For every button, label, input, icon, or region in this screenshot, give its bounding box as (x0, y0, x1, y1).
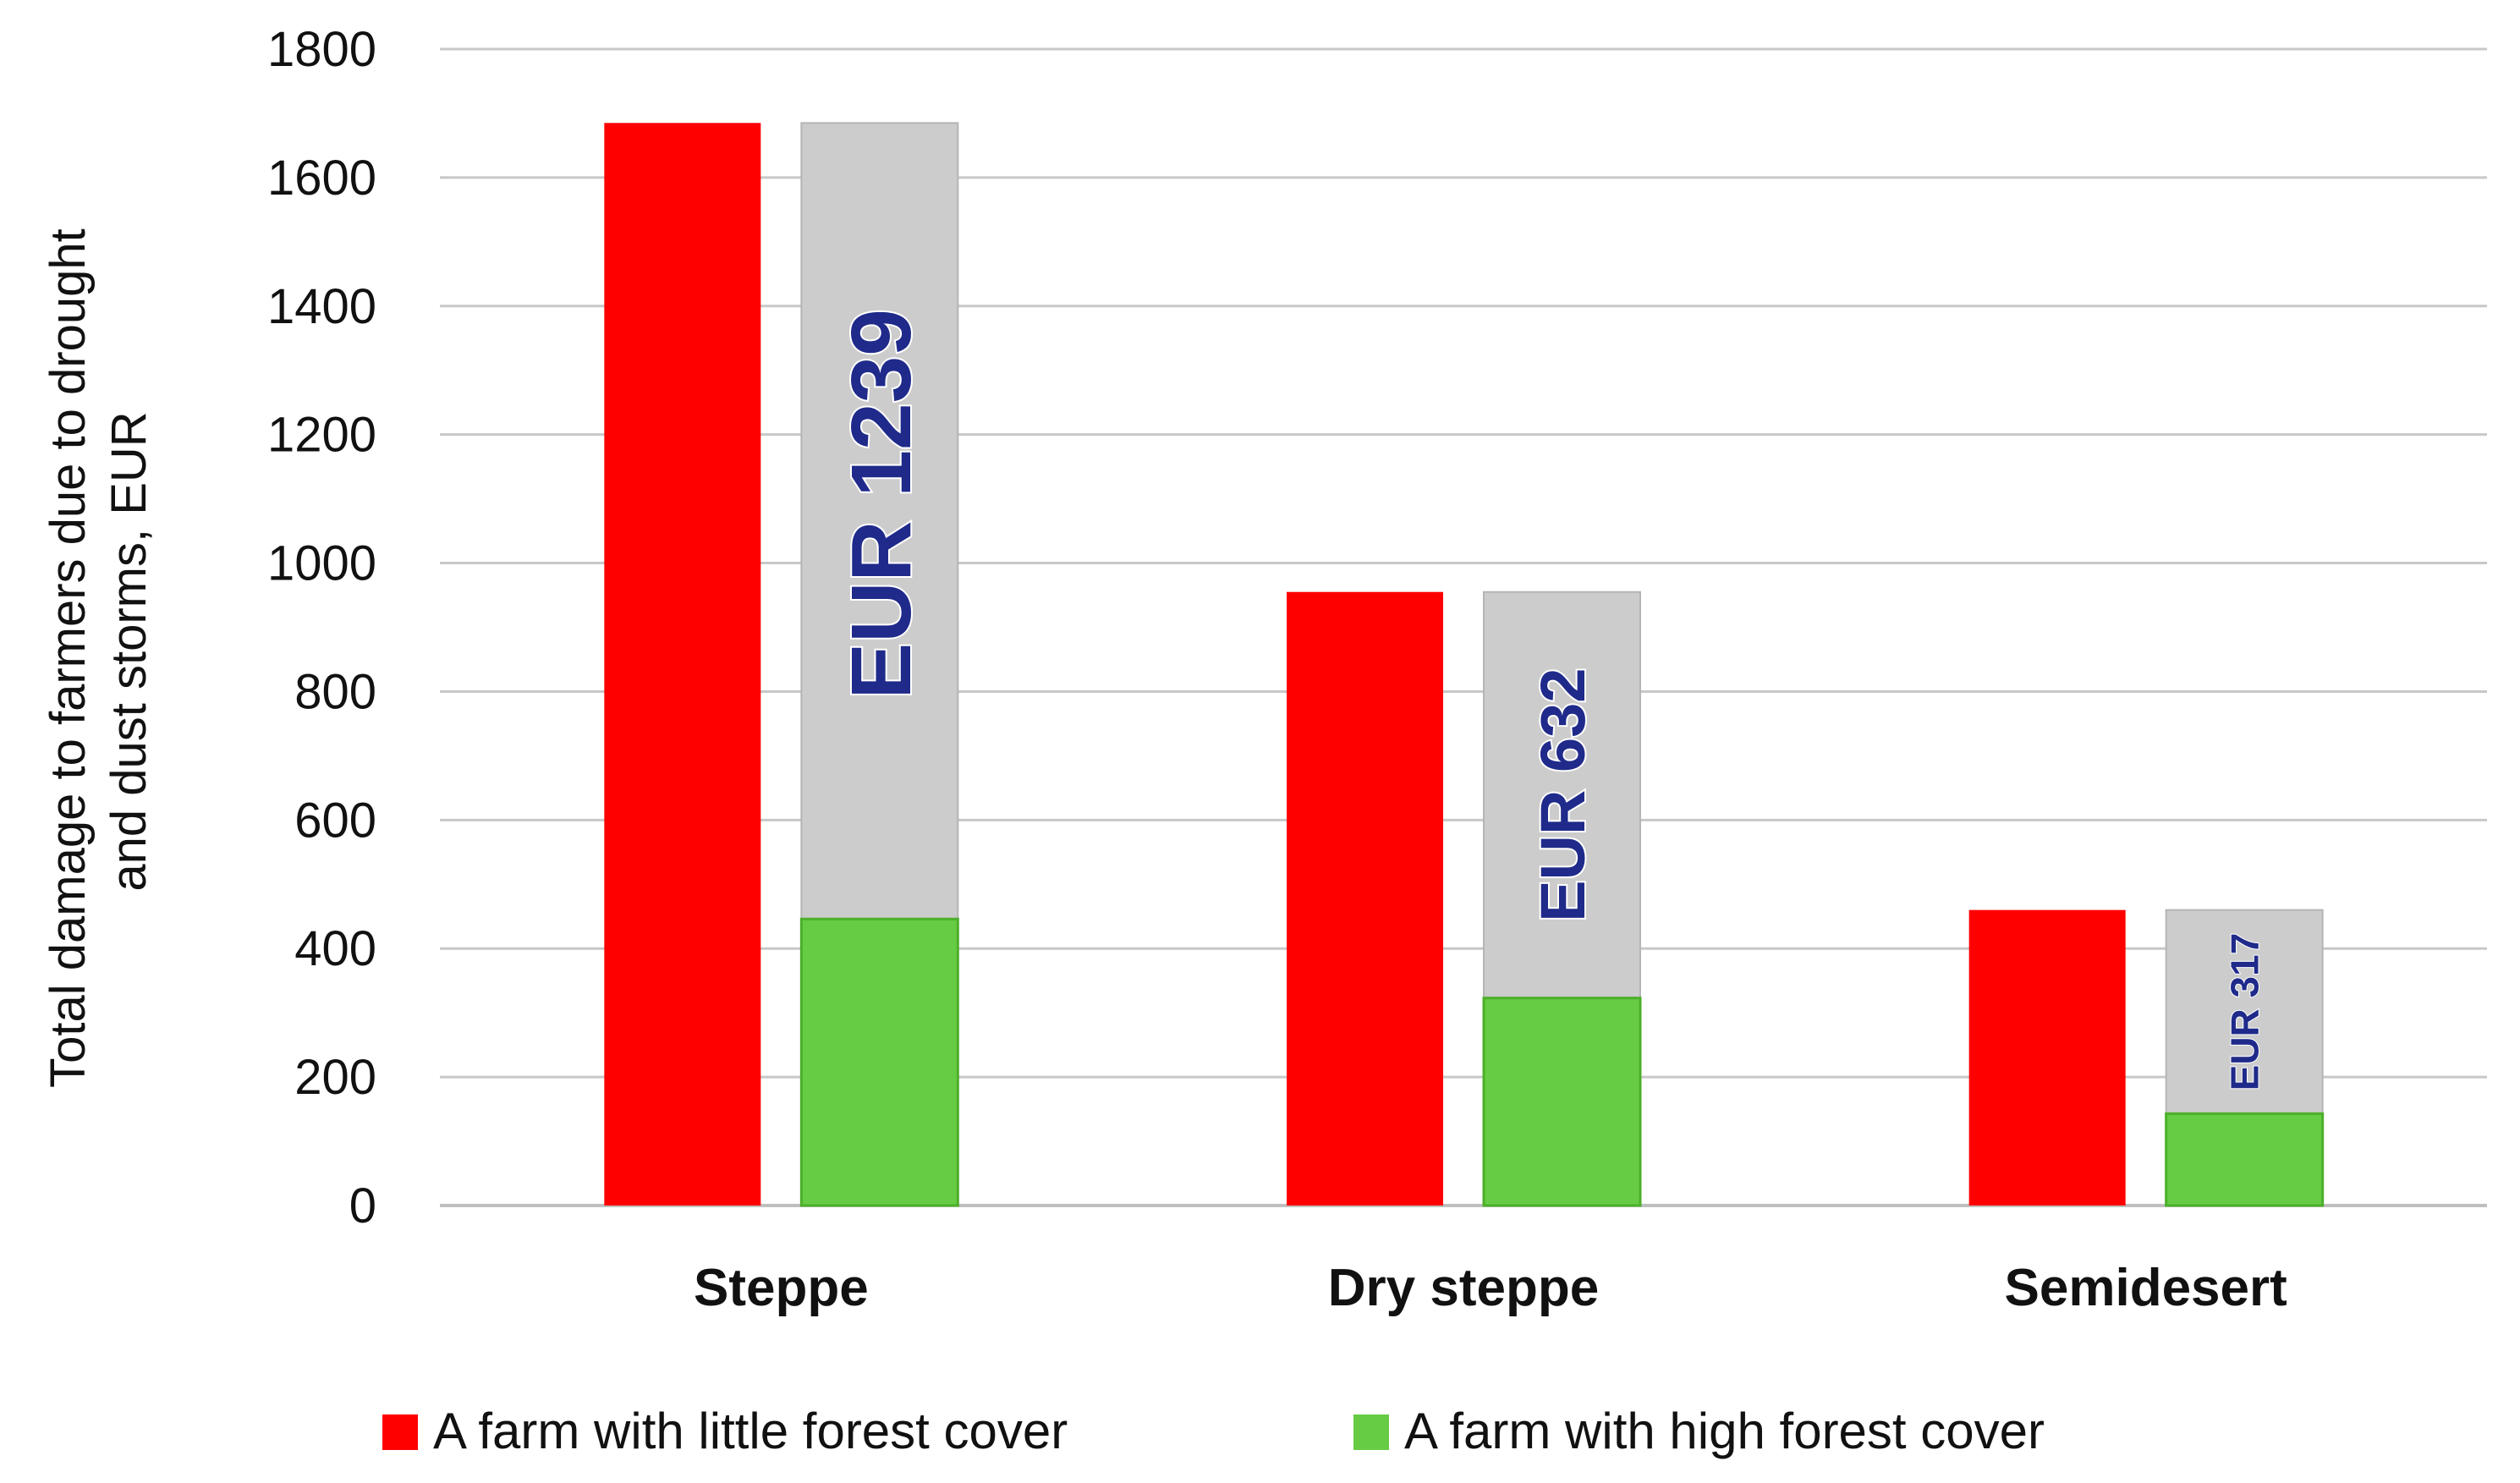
legend-swatch (1353, 1414, 1389, 1450)
y-tick-label: 1800 (267, 22, 376, 77)
y-tick-label: 1000 (267, 536, 376, 591)
y-tick-label: 0 (349, 1178, 376, 1233)
x-category-label: Semidesert (2005, 1259, 2287, 1317)
x-axis-categories: Steppe Dry steppe Semidesert (694, 1259, 2287, 1317)
bar-high-forest-cover (2165, 1112, 2325, 1207)
y-axis-label-line-1: Total damage to farmers due to drought (41, 228, 96, 1088)
y-tick-label: 600 (294, 793, 376, 848)
x-category-label: Steppe (694, 1259, 869, 1317)
legend: A farm with little forest cover A farm wi… (382, 1403, 2045, 1459)
y-tick-label: 1200 (267, 408, 376, 463)
bars: EUR 1239 EUR 632 EUR 317 (604, 122, 2325, 1207)
difference-label: EUR 1239 (834, 309, 929, 699)
y-axis-label-line-2: and dust storms, EUR (102, 411, 156, 891)
bar-high-forest-cover (799, 917, 959, 1207)
bar-little-forest-cover (1287, 591, 1443, 1206)
bar-high-forest-cover (1482, 997, 1642, 1207)
bar-little-forest-cover (604, 123, 761, 1206)
y-axis-ticks: 0 200 400 600 800 1000 1200 1400 1600 1800 (267, 22, 376, 1233)
x-category-label: Dry steppe (1328, 1259, 1599, 1317)
bar-difference-segment (800, 122, 959, 920)
legend-label: A farm with high forest cover (1404, 1403, 2045, 1459)
bar-little-forest-cover (1968, 909, 2126, 1206)
legend-label: A farm with little forest cover (433, 1403, 1068, 1459)
y-tick-label: 200 (294, 1050, 376, 1105)
y-tick-label: 400 (294, 921, 376, 976)
y-tick-label: 1600 (267, 151, 376, 206)
difference-label: EUR 632 (1528, 668, 1598, 922)
legend-swatch (382, 1414, 418, 1450)
gridlines (440, 47, 2487, 1207)
bar-difference-segment (1483, 590, 1641, 999)
y-tick-label: 800 (294, 664, 376, 719)
difference-label: EUR 317 (2223, 933, 2267, 1091)
y-axis-label: Total damage to farmers due to drought a… (41, 215, 156, 1088)
y-tick-label: 1400 (267, 279, 376, 334)
